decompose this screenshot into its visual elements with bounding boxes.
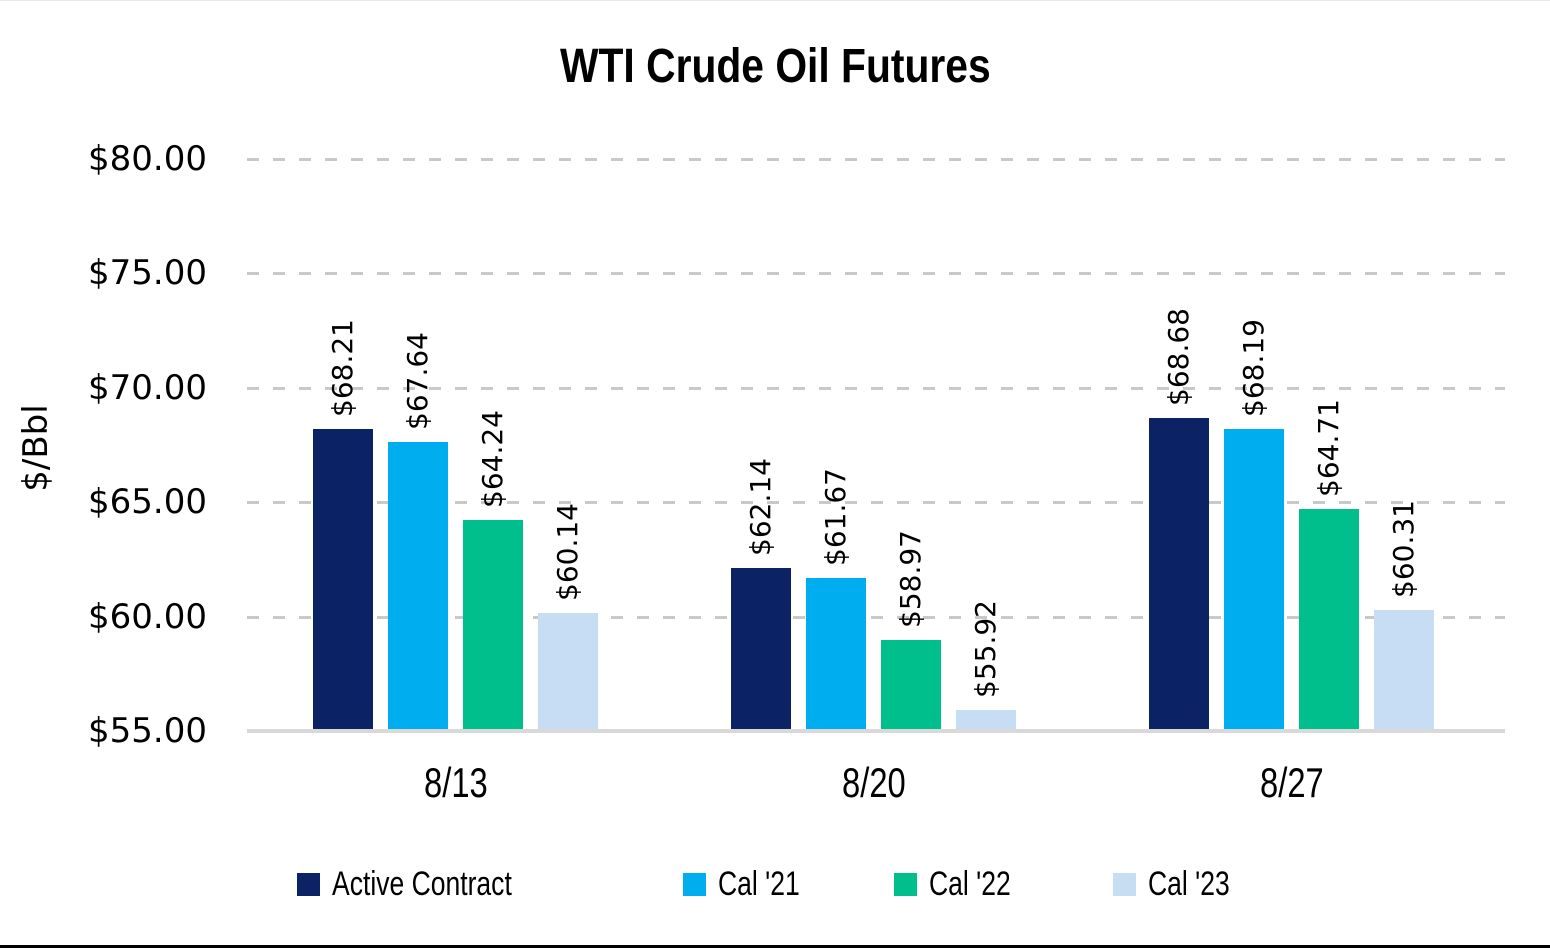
y-tick-label: $60.00 — [88, 596, 207, 637]
bar-value-label: $62.14 — [744, 457, 777, 556]
x-axis-baseline — [247, 729, 1505, 733]
bar-value-label: $55.92 — [969, 599, 1002, 698]
bar-active-contract-8-13 — [313, 428, 373, 729]
legend-label: Cal '22 — [929, 865, 1011, 903]
bar-cal-21-8-13 — [388, 441, 448, 729]
x-axis-label-8-20: 8/20 — [724, 759, 1024, 807]
legend-item-cal-21: Cal '21 — [683, 865, 823, 904]
legend-label: Active Contract — [332, 865, 512, 903]
bar-value-label: $60.14 — [551, 503, 584, 602]
bar-active-contract-8-27 — [1149, 418, 1209, 729]
bar-cal-22-8-13 — [463, 519, 523, 729]
bar-value-label: $58.97 — [894, 530, 927, 629]
bar-cal-23-8-27 — [1374, 609, 1434, 729]
gridline — [247, 501, 1505, 505]
legend-swatch — [1113, 873, 1136, 896]
bar-value-label: $61.67 — [819, 468, 852, 567]
bar-cal-23-8-13 — [538, 613, 598, 729]
gridline — [247, 158, 1505, 161]
chart-title: WTI Crude Oil Futures — [0, 39, 1550, 94]
x-axis-label-8-13: 8/13 — [306, 759, 606, 807]
legend-item-cal-23: Cal '23 — [1113, 865, 1253, 904]
y-tick-label: $70.00 — [88, 367, 207, 408]
bar-value-label: $67.64 — [401, 331, 434, 430]
y-tick-label: $80.00 — [88, 139, 207, 179]
legend-item-active-contract: Active Contract — [297, 865, 563, 904]
y-tick-label: $75.00 — [88, 253, 207, 294]
legend-swatch — [683, 873, 706, 896]
x-axis-label-text: 8/13 — [423, 759, 488, 806]
y-axis-title: $/Bbl — [16, 404, 56, 492]
y-tick-label: $55.00 — [88, 711, 207, 751]
bar-value-label: $60.31 — [1387, 499, 1420, 598]
bar-value-label: $68.68 — [1162, 308, 1195, 407]
gridline — [247, 386, 1505, 390]
bar-cal-22-8-20 — [881, 640, 941, 729]
bar-cal-21-8-20 — [806, 578, 866, 729]
x-axis-label-text: 8/20 — [841, 759, 906, 806]
legend-item-cal-22: Cal '22 — [894, 865, 1034, 904]
gridline — [247, 615, 1505, 619]
gridline — [247, 272, 1505, 276]
bar-value-label: $64.71 — [1312, 398, 1345, 497]
legend-label: Cal '23 — [1148, 865, 1230, 903]
bar-cal-21-8-27 — [1224, 429, 1284, 729]
x-axis-label-8-27: 8/27 — [1142, 759, 1442, 807]
bar-value-label: $68.19 — [1237, 319, 1270, 418]
bar-active-contract-8-20 — [731, 567, 791, 729]
bar-cal-23-8-20 — [956, 709, 1016, 729]
chart-title-text: WTI Crude Oil Futures — [559, 40, 991, 93]
x-axis-label-text: 8/27 — [1259, 759, 1324, 806]
bar-cal-22-8-27 — [1299, 508, 1359, 729]
legend-swatch — [297, 873, 320, 896]
y-tick-label: $65.00 — [88, 482, 207, 523]
bar-value-label: $64.24 — [476, 409, 509, 508]
bar-value-label: $68.21 — [326, 318, 359, 417]
legend-swatch — [894, 873, 917, 896]
legend-label: Cal '21 — [718, 865, 800, 903]
